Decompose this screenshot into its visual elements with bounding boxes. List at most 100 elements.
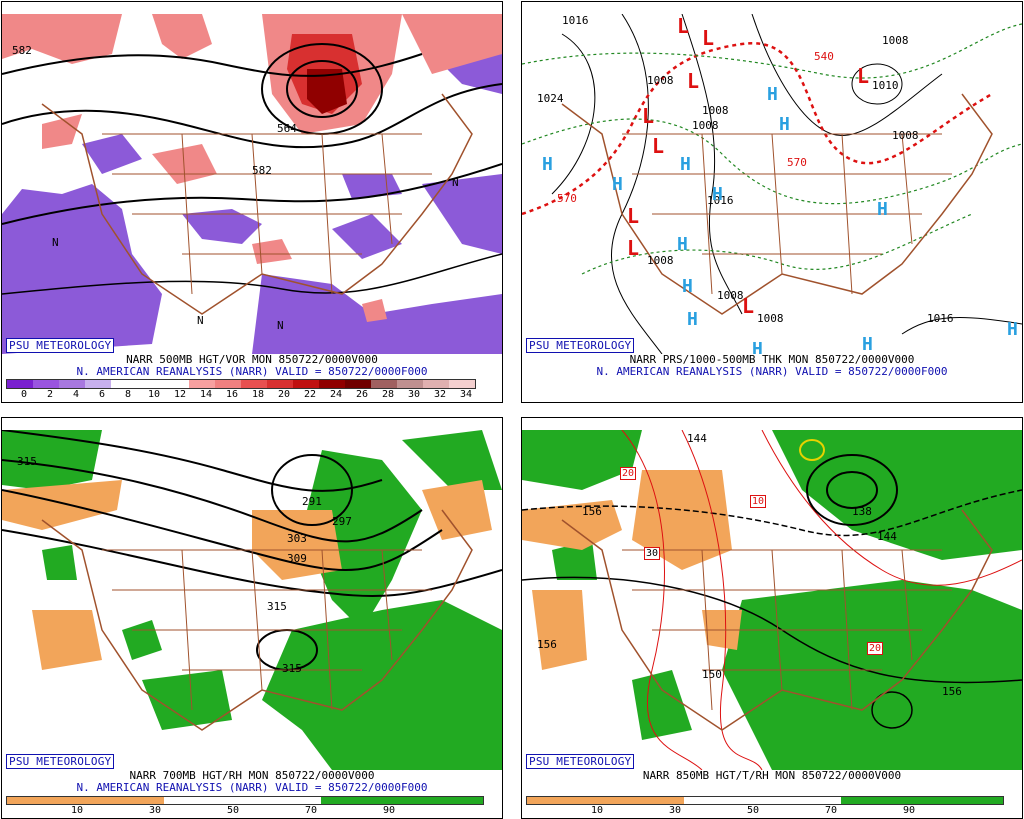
panel-700mb-rh: 315 291 297 303 309 315 315 PSU METEOROL… [1, 417, 503, 819]
map-title: NARR 850MB HGT/T/RH MON 850722/0000V000 [642, 769, 902, 782]
contour-label: 156 [582, 505, 602, 518]
contour-label: 315 [282, 662, 302, 675]
vorticity-map: 582 582 564 N N N N [2, 14, 502, 354]
rh700-map: 315 291 297 303 309 315 315 [2, 430, 502, 770]
map-title: NARR 500MB HGT/VOR MON 850722/0000V000 [126, 353, 378, 366]
colorbar-segment [215, 380, 241, 388]
colorbar-segment [371, 380, 397, 388]
low-pressure-icon: L [857, 64, 870, 88]
colorbar-tick-label: 20 [277, 389, 291, 400]
colorbar-segment [293, 380, 319, 388]
colorbar-tick-label: 16 [225, 389, 239, 400]
psu-logo: PSU METEOROLOGY [526, 754, 635, 769]
colorbar-segment [423, 380, 449, 388]
temp-label: 20 [867, 642, 884, 655]
map-subtitle: N. AMERICAN REANALYSIS (NARR) VALID = 85… [76, 781, 428, 794]
colorbar-segment [449, 380, 475, 388]
colorbar-segment [189, 380, 215, 388]
colorbar-segment [267, 380, 293, 388]
isobar-label: 1008 [892, 129, 919, 142]
colorbar-segment [7, 380, 33, 388]
vort-marker: N [197, 314, 204, 327]
rh850-map: 144 156 156 150 138 144 156 20 10 30 20 [522, 430, 1022, 770]
high-pressure-icon: H [682, 276, 693, 297]
contour-label: 297 [332, 515, 352, 528]
isobar-label: 1008 [717, 289, 744, 302]
high-pressure-icon: H [677, 234, 688, 255]
contour-label: 291 [302, 495, 322, 508]
high-pressure-icon: H [877, 199, 888, 220]
colorbar-tick-label: 70 [824, 805, 838, 816]
isobar-label: 1016 [562, 14, 589, 27]
vorticity-colorbar [6, 379, 476, 389]
isobar-label: 1016 [927, 312, 954, 325]
contour-label: 309 [287, 552, 307, 565]
contour-label: 315 [17, 455, 37, 468]
isobar-label: 1024 [537, 92, 564, 105]
vort-marker: N [52, 236, 59, 249]
colorbar-segment [111, 380, 137, 388]
map-title: NARR PRS/1000-500MB THK MON 850722/0000V… [629, 353, 915, 366]
contour-label: 582 [252, 164, 272, 177]
colorbar-tick-label: 6 [98, 389, 106, 400]
low-pressure-icon: L [642, 104, 655, 128]
isobar-label: 1008 [647, 74, 674, 87]
colorbar-tick-label: 14 [199, 389, 213, 400]
contour-label: 138 [852, 505, 872, 518]
colorbar-tick-label: 12 [173, 389, 187, 400]
contour-label: 144 [877, 530, 897, 543]
rh-colorbar [526, 796, 1004, 805]
colorbar-segment [241, 380, 267, 388]
colorbar-tick-label: 30 [148, 805, 162, 816]
high-pressure-icon: H [687, 309, 698, 330]
psu-logo: PSU METEOROLOGY [526, 338, 635, 353]
contour-label: 150 [702, 668, 722, 681]
high-pressure-icon: H [862, 334, 873, 354]
high-pressure-icon: H [1007, 319, 1018, 340]
contour-label: 315 [267, 600, 287, 613]
colorbar-ticks: 10 30 50 70 90 [522, 805, 1022, 817]
thickness-label: 570 [557, 192, 577, 205]
isobar-label: 1008 [882, 34, 909, 47]
colorbar-segment [319, 380, 345, 388]
colorbar-tick-label: 70 [304, 805, 318, 816]
thickness-label: 540 [814, 50, 834, 63]
low-pressure-icon: L [702, 26, 715, 50]
vort-marker: N [277, 319, 284, 332]
colorbar-tick-label: 34 [459, 389, 473, 400]
high-pressure-icon: H [680, 154, 691, 175]
map-subtitle: N. AMERICAN REANALYSIS (NARR) VALID = 85… [596, 365, 948, 378]
colorbar-tick-label: 30 [407, 389, 421, 400]
colorbar-tick-label: 2 [46, 389, 54, 400]
colorbar-ticks: 0 2 4 6 8 10 12 14 16 18 20 22 24 26 28 30 32 34 [2, 389, 502, 401]
colorbar-tick-label: 28 [381, 389, 395, 400]
high-pressure-icon: H [767, 84, 778, 105]
colorbar-tick-label: 50 [226, 805, 240, 816]
low-pressure-icon: L [742, 294, 755, 318]
colorbar-segment [163, 380, 189, 388]
isobar-label: 1008 [702, 104, 729, 117]
panel-pressure-thickness: 1016 1024 1008 1008 1016 1008 1008 1008 … [521, 1, 1023, 403]
contour-label: 303 [287, 532, 307, 545]
map-subtitle: N. AMERICAN REANALYSIS (NARR) VALID = 85… [76, 365, 428, 378]
colorbar-tick-label: 30 [668, 805, 682, 816]
low-pressure-icon: L [687, 69, 700, 93]
vort-marker: N [452, 176, 459, 189]
colorbar-tick-label: 90 [902, 805, 916, 816]
colorbar-tick-label: 0 [20, 389, 28, 400]
psu-logo: PSU METEOROLOGY [6, 338, 115, 353]
contour-label: 156 [942, 685, 962, 698]
high-pressure-icon: H [612, 174, 623, 195]
thickness-label: 570 [787, 156, 807, 169]
colorbar-segment [33, 380, 59, 388]
low-pressure-icon: L [677, 14, 690, 38]
colorbar-tick-label: 10 [147, 389, 161, 400]
colorbar-segment [137, 380, 163, 388]
colorbar-tick-label: 24 [329, 389, 343, 400]
low-pressure-icon: L [652, 134, 665, 158]
contour-label: 564 [277, 122, 297, 135]
isobar-label: 1008 [692, 119, 719, 132]
low-pressure-icon: L [627, 204, 640, 228]
isobar-label: 1008 [757, 312, 784, 325]
colorbar-tick-label: 90 [382, 805, 396, 816]
